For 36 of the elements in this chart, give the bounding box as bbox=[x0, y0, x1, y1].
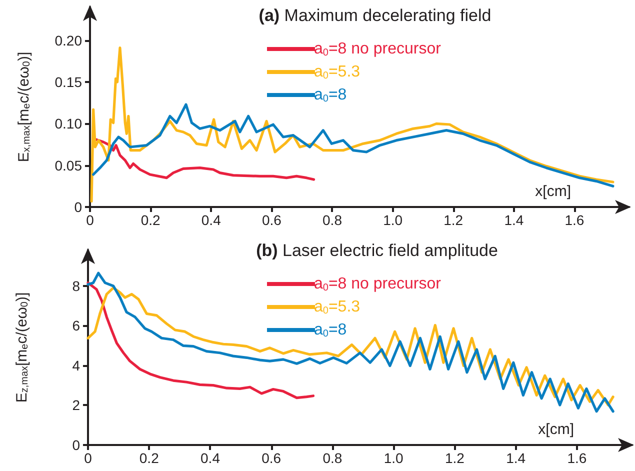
x-tick-label: 1.6 bbox=[564, 212, 584, 228]
chart-title: (b) Laser electric field amplitude bbox=[256, 241, 498, 260]
y-tick-label: 0.15 bbox=[54, 74, 82, 90]
x-tick-label: 1.0 bbox=[383, 212, 403, 228]
x-tick-label: 1.0 bbox=[384, 450, 404, 466]
y-tick-label: 2 bbox=[72, 397, 80, 414]
line-series bbox=[86, 282, 315, 400]
x-tick-label: 1.4 bbox=[506, 450, 526, 466]
x-tick-label: 0.4 bbox=[200, 450, 220, 466]
y-tick-label: 6 bbox=[72, 318, 80, 334]
x-tick-label: 0.8 bbox=[322, 450, 342, 466]
x-tick-label: 1.2 bbox=[445, 450, 465, 466]
x-tick-label: 1.2 bbox=[444, 212, 464, 228]
x-tick-label: 0.6 bbox=[262, 450, 282, 466]
line-series bbox=[86, 272, 614, 413]
x-tick-label: 0.2 bbox=[139, 450, 160, 466]
x-tick-label: 0.6 bbox=[262, 212, 282, 228]
y-tick-label: 0.20 bbox=[54, 32, 82, 48]
y-tick-label: 8 bbox=[72, 278, 80, 294]
x-tick-label: 0 bbox=[86, 212, 94, 228]
y-tick-label: 0.05 bbox=[54, 157, 82, 174]
x-tick-label: 1.6 bbox=[567, 450, 587, 466]
y-tick-label: 0 bbox=[74, 199, 82, 215]
y-tick-label: 0.10 bbox=[54, 116, 82, 132]
y-tick-label: 0 bbox=[72, 437, 80, 453]
x-axis-title: x[cm] bbox=[535, 183, 571, 200]
y-axis-title: Ez,max[mec/(eω0)] bbox=[14, 292, 30, 403]
y-axis-title: Ex,max[mec/(eω0)] bbox=[16, 52, 32, 162]
x-tick-label: 1.4 bbox=[504, 212, 524, 228]
x-axis-title: x[cm] bbox=[538, 421, 574, 438]
y-tick-label: 4 bbox=[72, 357, 80, 374]
x-tick-label: 0.2 bbox=[140, 212, 161, 228]
x-tick-label: 0 bbox=[84, 450, 92, 466]
chart-title: (a) Maximum decelerating field bbox=[258, 6, 492, 25]
x-tick-label: 0.4 bbox=[201, 212, 222, 228]
x-tick-label: 0.8 bbox=[322, 212, 342, 228]
